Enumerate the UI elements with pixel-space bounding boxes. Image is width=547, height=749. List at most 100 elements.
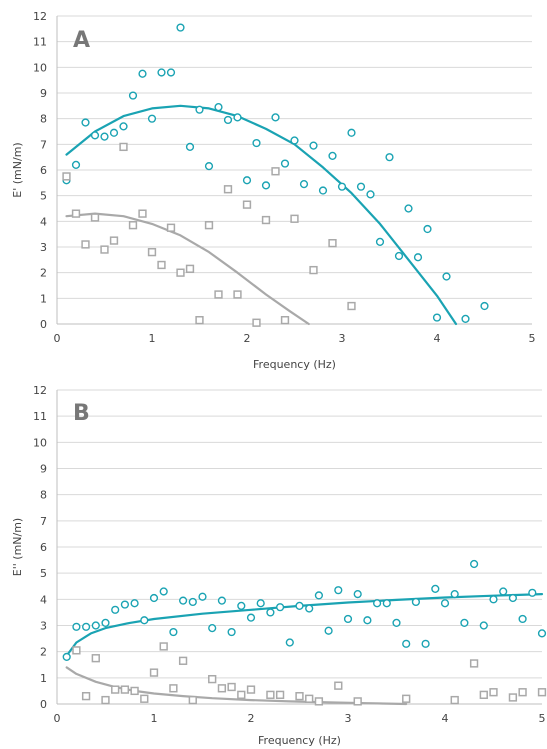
chart-b-series-circles-point	[237, 601, 246, 610]
chart-a-series-squares-point	[157, 260, 166, 270]
chart-b-series-squares-point	[275, 690, 285, 699]
chart-b-series-circles-point	[140, 616, 149, 625]
chart-b-x-tick-label: 5	[539, 712, 546, 725]
chart-b-y-tick-label: 0	[40, 698, 47, 711]
chart-a-series-squares-point	[309, 265, 318, 275]
chart-a-series-circles-point	[309, 141, 318, 150]
chart-b-series-circles-point	[266, 608, 275, 617]
chart-b-y-tick-label: 2	[40, 646, 47, 659]
chart-a-series-circles-point	[347, 128, 356, 137]
chart-a-series-squares-point	[62, 172, 71, 181]
chart-b-series-circles-point	[411, 597, 421, 607]
chart-a-y-tick-label: 10	[33, 61, 47, 74]
chart-a-series-circles-point	[366, 190, 375, 199]
chart-a-series-circles-point	[290, 136, 299, 145]
chart-b-series-circles-point	[246, 613, 256, 622]
chart-a-series-circles-point	[461, 314, 470, 323]
chart-b-series-circles-point	[91, 621, 100, 630]
chart-b-series-squares-point	[518, 688, 527, 697]
chart-a-series-circles-point	[176, 23, 185, 32]
chart-b-series-squares-point	[402, 694, 411, 703]
chart-a-series-circles-point	[185, 142, 195, 152]
chart-a-series-circles-point	[337, 182, 347, 191]
chart-b-series-squares-point	[72, 646, 81, 655]
chart-b-series-squares-point	[537, 688, 547, 697]
chart-a-series-circles-point	[356, 182, 366, 191]
chart-a-y-tick-label: 9	[40, 87, 47, 100]
chart-b-series-squares-point	[334, 681, 343, 690]
chart-b-series-squares-point	[227, 682, 236, 692]
chart-b-series-squares-point	[489, 688, 498, 697]
chart-b-y-tick-label: 8	[40, 489, 47, 502]
chart-a-y-tick-label: 6	[40, 164, 47, 177]
chart-a-series-squares-point	[204, 221, 214, 230]
chart-a-x-tick-label: 1	[149, 332, 156, 345]
chart-b-series-squares-point	[149, 668, 159, 677]
chart-b-series-circles-point	[353, 589, 362, 599]
chart-a-x-tick-label: 3	[339, 332, 346, 345]
chart-b-series-circles-point	[208, 624, 217, 633]
chart-a-series-squares-point	[290, 214, 299, 223]
chart-a-series-circles-point	[214, 103, 223, 112]
chart-b-y-tick-label: 12	[33, 384, 47, 397]
chart-b-series-circles-point	[305, 604, 314, 613]
chart-b-series-squares-point	[111, 685, 120, 694]
chart-a-y-tick-label: 2	[40, 267, 47, 280]
chart-b-series-circles	[62, 559, 547, 662]
chart-b-y-axis-label: E'' (mN/m)	[11, 518, 24, 576]
chart-a-series-circles-point	[385, 153, 394, 162]
chart-b-series-circles-point	[440, 599, 450, 608]
chart-a-series-circles-point	[138, 69, 147, 78]
chart-a-y-tick-label: 4	[40, 215, 47, 228]
chart-b-series-circles-point	[392, 618, 401, 627]
chart-b-series-circles-point	[188, 597, 197, 607]
chart-b-series-circles-point	[256, 599, 265, 608]
chart-a-series-squares-point	[138, 209, 147, 218]
chart-b-x-tick-label: 1	[151, 712, 158, 725]
chart-a-series-circles-point	[252, 138, 261, 148]
chart-b-series-squares-point	[169, 684, 178, 693]
chart-a-y-tick-label: 5	[40, 190, 47, 203]
chart-b-series-squares-point	[479, 690, 488, 699]
chart-a-y-tick-label: 11	[33, 36, 47, 49]
chart-a-y-tick-label: 7	[40, 138, 47, 151]
chart-a-series-circles-point	[195, 105, 204, 114]
chart-b-series-circles-point	[431, 584, 440, 593]
chart-b-series-circles-point	[179, 596, 188, 605]
chart-b-series-squares-point	[246, 685, 256, 694]
chart-b-series-circles-point	[276, 603, 285, 612]
chart-a-series-circles-point	[318, 186, 328, 195]
chart-a-y-tick-label: 8	[40, 113, 47, 126]
chart-b-y-tick-label: 3	[40, 620, 47, 633]
chart-a-series-circles-trend-line	[65, 104, 458, 326]
chart-b-series-circles-point	[72, 622, 81, 631]
chart-b-series-circles-point	[537, 629, 547, 638]
chart-b-series-circles-point	[334, 586, 343, 595]
chart-b-panel-label: B	[73, 401, 90, 426]
chart-a-series-squares	[62, 142, 356, 327]
chart-a-series-squares-point	[261, 215, 271, 225]
chart-a-series-squares-point	[90, 213, 100, 222]
chart-b-series-squares-point	[120, 685, 130, 694]
chart-a-y-axis-label: E' (mN/m)	[11, 142, 24, 197]
chart-a-x-tick-label: 5	[529, 332, 536, 345]
chart-b-series-circles-point	[479, 621, 488, 630]
chart-b-series-circles-point	[111, 605, 120, 614]
chart-b-x-tick-label: 0	[54, 712, 61, 725]
chart-b-series-squares-point	[140, 694, 149, 703]
chart-b-y-tick-label: 6	[40, 541, 47, 554]
chart-a-series-squares-point	[100, 245, 109, 254]
chart-b-series-squares-point	[217, 684, 227, 693]
chart-a-y-tick-label: 0	[40, 318, 47, 331]
chart-a-series-squares-point	[328, 239, 337, 248]
chart-b-x-tick-label: 2	[248, 712, 255, 725]
chart-b-series-squares-point	[130, 686, 139, 696]
chart-b-series-circles-point	[130, 599, 139, 608]
chart-b-x-tick-label: 3	[345, 712, 352, 725]
chart-a-series-squares-point	[242, 200, 252, 209]
chart-b-series-squares-point	[237, 690, 246, 699]
chart-b-series-squares-point	[305, 694, 314, 703]
chart-a-y-tick-label: 1	[40, 292, 47, 305]
chart-a-series-squares-point	[176, 268, 185, 277]
chart-a-panel-label: A	[73, 28, 90, 53]
